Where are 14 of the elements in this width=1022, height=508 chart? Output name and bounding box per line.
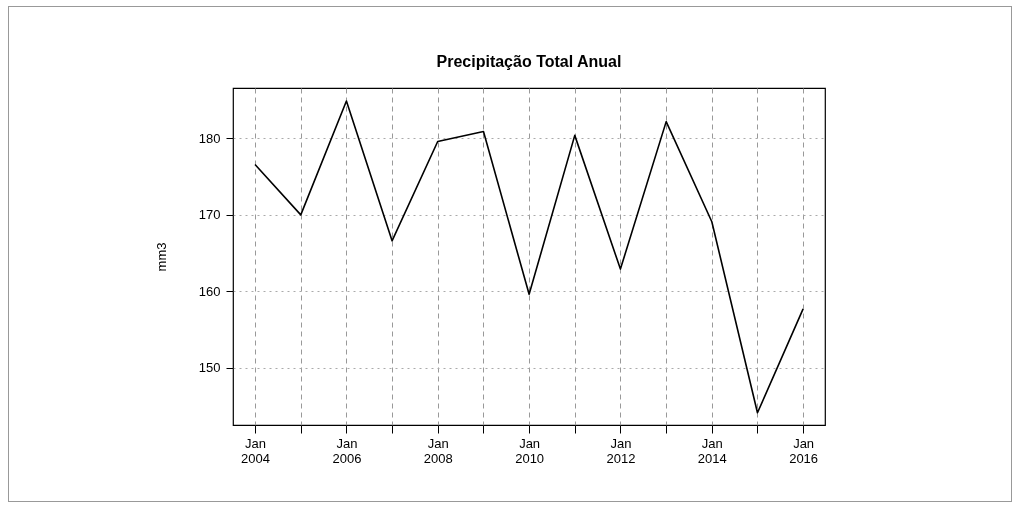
x-tick-label: Jan 2012 bbox=[606, 435, 636, 466]
x-tick-label: Jan 2010 bbox=[515, 435, 545, 466]
y-tick-label: 180 bbox=[198, 130, 221, 146]
y-tick-label: 170 bbox=[198, 207, 221, 223]
y-tick-label: 160 bbox=[198, 283, 221, 299]
x-tick-label: Jan 2016 bbox=[789, 435, 819, 466]
chart-title: Precipitação Total Anual bbox=[436, 53, 622, 70]
line-series bbox=[254, 100, 804, 414]
x-tick-label: Jan 2014 bbox=[697, 435, 727, 466]
x-tick-label: Jan 2004 bbox=[241, 435, 270, 466]
y-tick-label: 150 bbox=[198, 360, 221, 376]
x-tick-label: Jan 2006 bbox=[332, 435, 362, 466]
x-tick-label: Jan 2008 bbox=[423, 435, 453, 466]
y-axis-title: mm3 bbox=[153, 242, 169, 272]
